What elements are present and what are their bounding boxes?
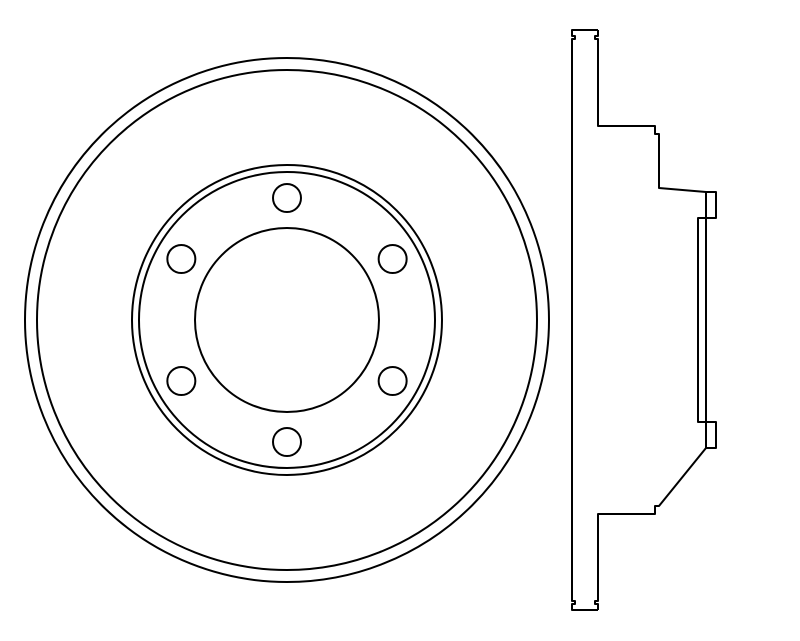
bolt-hole (167, 367, 195, 395)
bolt-hole (273, 428, 301, 456)
brake-rotor-drawing (0, 0, 800, 641)
bolt-hole (273, 184, 301, 212)
hat-wall-inner (139, 172, 435, 468)
rotor-outer-ring-inner (37, 70, 537, 570)
bolt-hole (167, 245, 195, 273)
hub-bore (195, 228, 379, 412)
side-outer-left-face (572, 30, 598, 610)
rotor-outer-edge (25, 58, 549, 582)
bolt-hole (379, 245, 407, 273)
bolt-hole (379, 367, 407, 395)
side-profile-right (595, 30, 716, 610)
